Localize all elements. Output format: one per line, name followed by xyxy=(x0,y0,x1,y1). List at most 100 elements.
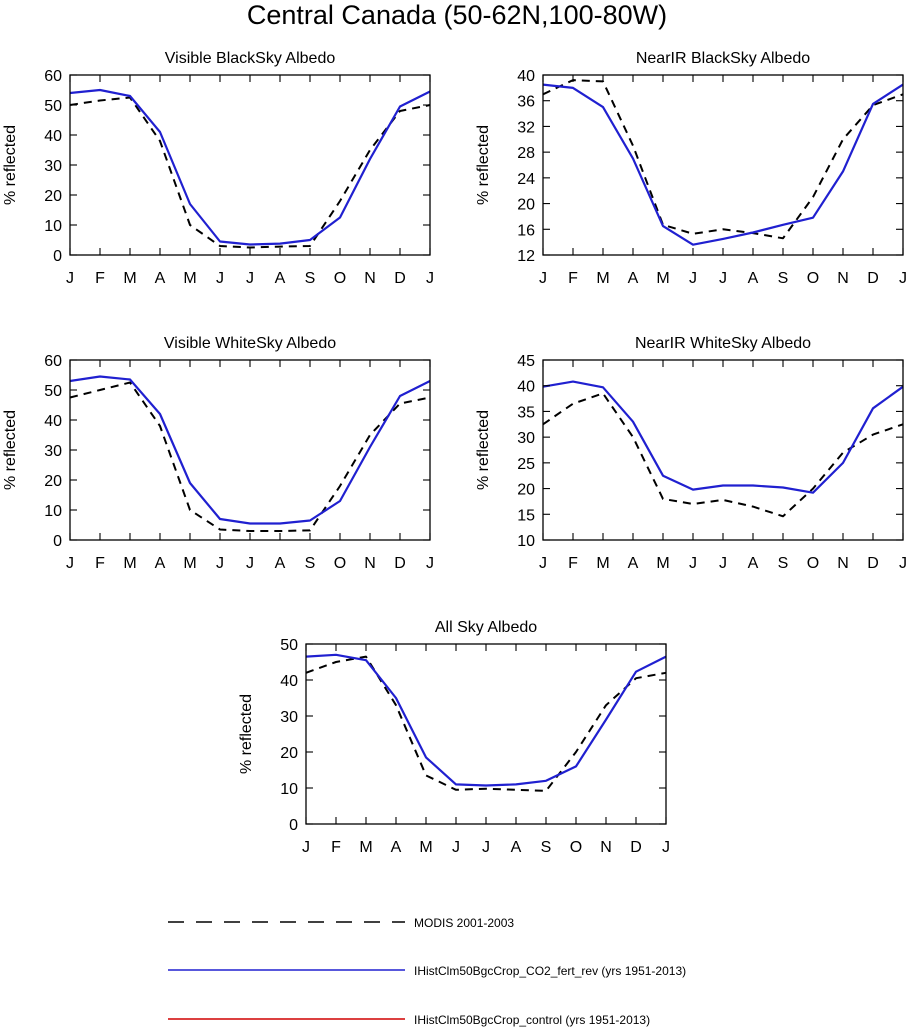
y-tick-label: 20 xyxy=(280,745,298,762)
panel-title: NearIR BlackSky Albedo xyxy=(636,50,810,67)
y-tick-label: 50 xyxy=(44,98,62,115)
y-tick-label: 30 xyxy=(280,709,298,726)
y-tick-label: 0 xyxy=(53,248,62,265)
x-tick-label: M xyxy=(596,555,609,572)
legend-label-2: IHistClm50BgcCrop_CO2_fert_rev (yrs 1951… xyxy=(414,964,686,978)
x-tick-label: J xyxy=(216,555,224,572)
x-tick-label: F xyxy=(95,555,105,572)
x-tick-label: A xyxy=(155,555,166,572)
y-axis-label: % reflected xyxy=(238,694,255,774)
series-line-co2-fert-rev xyxy=(542,380,904,494)
panel-title: All Sky Albedo xyxy=(435,619,537,636)
y-tick-label: 36 xyxy=(517,94,535,111)
x-tick-label: A xyxy=(511,839,522,856)
x-tick-label: J xyxy=(539,555,547,572)
x-tick-label: J xyxy=(452,839,460,856)
x-tick-label: J xyxy=(899,555,907,572)
x-tick-label: J xyxy=(66,270,74,287)
panel-4: NearIR WhiteSky Albedo % reflected 10 15 20 2… xyxy=(475,335,907,572)
series-line-modis xyxy=(69,381,431,532)
y-axis-label: % reflected xyxy=(2,410,19,490)
series-line-modis xyxy=(542,392,904,518)
x-tick-label: A xyxy=(391,839,402,856)
x-tick-label: J xyxy=(719,555,727,572)
x-tick-label: D xyxy=(630,839,642,856)
x-tick-label: A xyxy=(748,555,759,572)
y-tick-label: 40 xyxy=(517,68,535,85)
x-tick-label: S xyxy=(778,555,789,572)
x-tick-label: S xyxy=(305,270,316,287)
x-tick-label: N xyxy=(364,555,376,572)
panel-title: NearIR WhiteSky Albedo xyxy=(635,335,811,352)
x-tick-label: N xyxy=(837,270,849,287)
y-tick-label: 40 xyxy=(44,413,62,430)
x-tick-label: J xyxy=(689,270,697,287)
x-tick-label: S xyxy=(305,555,316,572)
x-tick-label: J xyxy=(426,555,434,572)
x-tick-label: J xyxy=(899,270,907,287)
x-tick-label: A xyxy=(155,270,166,287)
y-tick-label: 10 xyxy=(517,533,535,550)
x-tick-label: S xyxy=(541,839,552,856)
y-tick-label: 20 xyxy=(44,188,62,205)
x-tick-label: J xyxy=(719,270,727,287)
y-tick-label: 20 xyxy=(517,197,535,214)
legend-label-3: IHistClm50BgcCrop_control (yrs 1951-2013… xyxy=(414,1013,650,1027)
x-tick-label: F xyxy=(95,270,105,287)
x-tick-label: M xyxy=(123,270,136,287)
x-tick-label: O xyxy=(807,555,819,572)
x-tick-label: O xyxy=(334,270,346,287)
y-tick-label: 20 xyxy=(517,482,535,499)
x-tick-label: M xyxy=(656,555,669,572)
x-tick-label: D xyxy=(394,555,406,572)
series-line-modis xyxy=(305,655,667,792)
x-tick-label: J xyxy=(539,270,547,287)
x-tick-label: J xyxy=(246,270,254,287)
y-axis-label: % reflected xyxy=(2,125,19,205)
legend-label-1: MODIS 2001-2003 xyxy=(414,916,514,930)
y-tick-label: 40 xyxy=(517,379,535,396)
x-tick-label: M xyxy=(123,555,136,572)
y-tick-label: 32 xyxy=(517,119,535,136)
x-tick-label: D xyxy=(867,270,879,287)
figure-title: Central Canada (50-62N,100-80W) xyxy=(247,0,667,30)
y-tick-label: 28 xyxy=(517,145,535,162)
legend: MODIS 2001-2003 IHistClm50BgcCrop_CO2_fer… xyxy=(168,916,686,1027)
y-axis-label: % reflected xyxy=(475,410,492,490)
x-tick-label: F xyxy=(331,839,341,856)
x-tick-label: O xyxy=(570,839,582,856)
y-tick-label: 30 xyxy=(44,158,62,175)
x-tick-label: J xyxy=(426,270,434,287)
series-line-co2-fert-rev xyxy=(305,653,667,787)
y-tick-label: 50 xyxy=(280,637,298,654)
y-tick-label: 10 xyxy=(280,781,298,798)
x-tick-label: J xyxy=(246,555,254,572)
series-line-co2-fert-rev xyxy=(69,88,431,246)
x-tick-label: A xyxy=(275,270,286,287)
y-tick-label: 0 xyxy=(289,817,298,834)
x-tick-label: M xyxy=(596,270,609,287)
x-tick-label: M xyxy=(183,555,196,572)
x-tick-label: F xyxy=(568,270,578,287)
y-tick-label: 40 xyxy=(44,128,62,145)
panel-3: Visible WhiteSky Albedo % reflected 0 10 20 3… xyxy=(2,335,434,572)
y-tick-label: 25 xyxy=(517,456,535,473)
x-tick-label: J xyxy=(662,839,670,856)
y-tick-label: 60 xyxy=(44,68,62,85)
x-tick-label: J xyxy=(216,270,224,287)
x-tick-label: D xyxy=(394,270,406,287)
panel-1: Visible BlackSky Albedo % reflected 0 10 20 3… xyxy=(2,50,434,287)
x-tick-label: M xyxy=(419,839,432,856)
y-tick-label: 30 xyxy=(517,430,535,447)
x-tick-label: O xyxy=(334,555,346,572)
y-tick-label: 10 xyxy=(44,218,62,235)
x-tick-label: J xyxy=(689,555,697,572)
series-line-modis xyxy=(69,96,431,249)
x-tick-label: N xyxy=(837,555,849,572)
y-tick-label: 50 xyxy=(44,383,62,400)
y-tick-label: 60 xyxy=(44,353,62,370)
y-axis-label: % reflected xyxy=(475,125,492,205)
y-tick-label: 12 xyxy=(517,248,535,265)
x-tick-label: J xyxy=(66,555,74,572)
panel-title: Visible BlackSky Albedo xyxy=(165,50,336,67)
